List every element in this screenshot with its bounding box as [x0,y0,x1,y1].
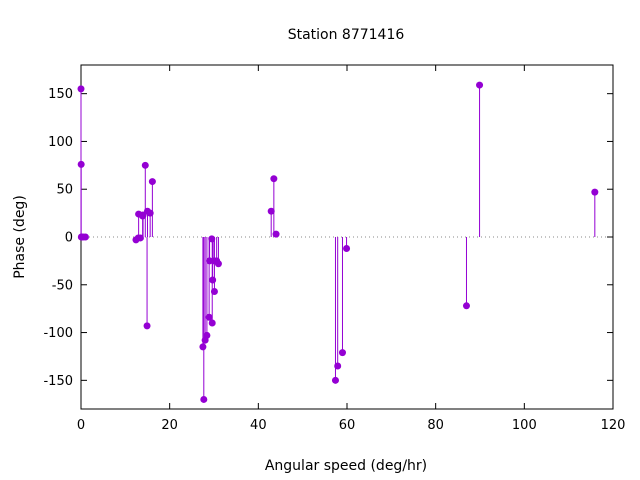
data-point [77,160,85,168]
y-tick-label: 0 [65,231,73,246]
x-tick-label: 100 [512,418,537,433]
y-axis-title: Phase (deg) [12,195,28,279]
x-axis-title: Angular speed (deg/hr) [265,458,427,474]
chart-title: Station 8771416 [288,27,405,43]
data-point [476,81,484,89]
data-point [331,376,339,384]
data-point [199,343,207,351]
x-tick-label: 20 [161,418,178,433]
data-point [462,302,470,310]
data-point [148,178,156,186]
x-tick-label: 40 [250,418,267,433]
x-tick-label: 0 [77,418,85,433]
x-tick-label: 80 [427,418,444,433]
data-point [143,322,151,330]
y-tick-label: -150 [43,374,73,389]
plot-area: 0 20 40 60 80 100 120 -150 -100 -50 0 50 100 150 [43,64,626,433]
y-tick-label: -50 [52,278,73,293]
x-tick-label: 60 [339,418,356,433]
data-point [81,233,89,241]
x-tick-label: 120 [601,418,626,433]
y-tick-label: -100 [43,326,73,341]
data-point [203,331,211,339]
y-tick-label: 100 [48,135,73,150]
data-point [272,230,280,238]
data-point [343,244,351,252]
data-point [267,207,275,215]
data-point [338,349,346,357]
data-point [208,235,216,243]
data-point [200,395,208,403]
y-tick-label: 50 [56,183,73,198]
data-point [141,161,149,169]
y-tick-label: 150 [48,87,73,102]
data-point [136,234,144,242]
data-point [77,85,85,93]
data-point [214,260,222,268]
data-point [270,175,278,183]
data-point [205,313,213,321]
data-point [591,188,599,196]
data-point [208,319,216,327]
data-point [209,276,217,284]
data-point [210,287,218,295]
data-point [334,362,342,370]
data-point [146,209,154,217]
